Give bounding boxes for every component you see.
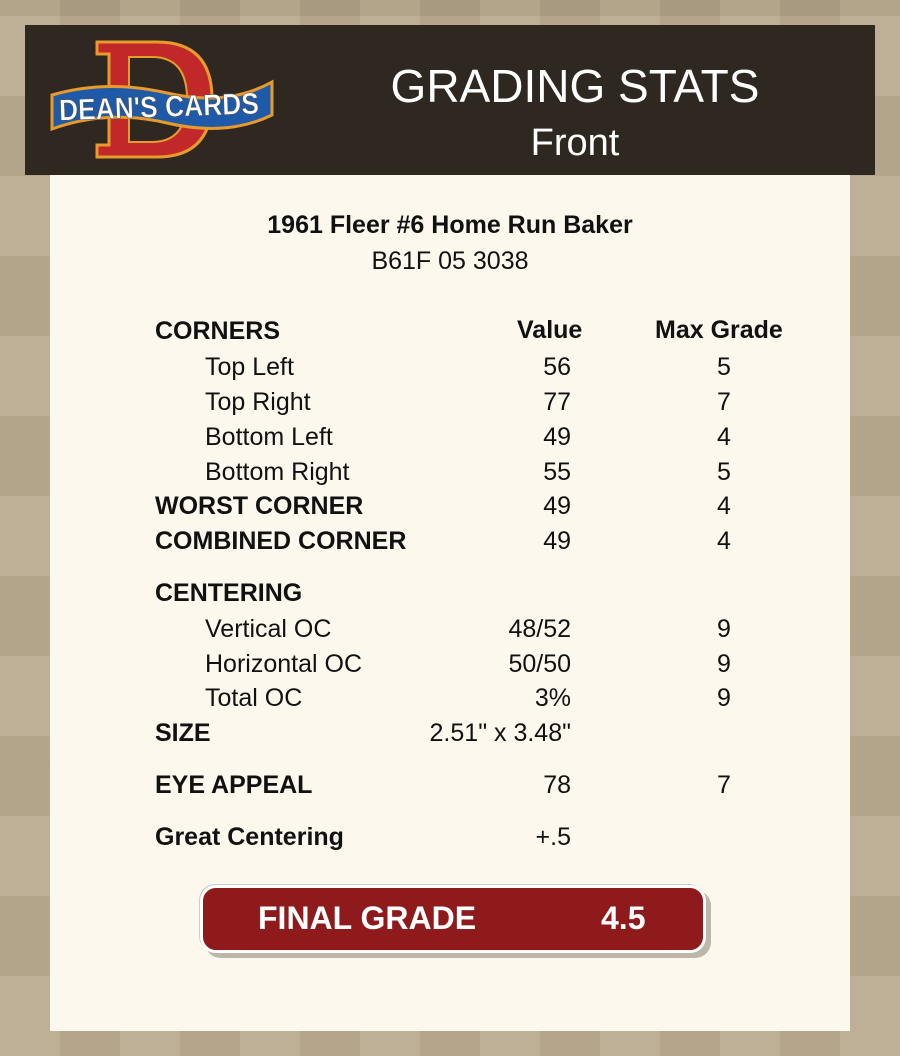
row-label: Vertical OC (205, 615, 332, 643)
page-title: GRADING STATS (390, 60, 760, 112)
row-max-grade: 4 (717, 423, 731, 451)
row-value: 56 (543, 353, 571, 381)
deans-cards-logo: DEAN'S CARDS (50, 40, 274, 159)
table-row: Bottom Right 55 5 (50, 457, 850, 487)
row-max-grade: 7 (717, 771, 731, 799)
header: DEAN'S CARDS GRADING STATS Front (25, 25, 875, 175)
row-max-grade: 9 (717, 684, 731, 712)
table-row: CORNERS (50, 316, 850, 346)
row-value: 49 (543, 527, 571, 555)
row-max-grade: 4 (717, 492, 731, 520)
row-label: Bottom Right (205, 458, 350, 486)
row-label: Top Right (205, 388, 311, 416)
row-max-grade: 9 (717, 650, 731, 678)
row-max-grade: 7 (717, 388, 731, 416)
table-row: Top Left 56 5 (50, 352, 850, 382)
row-label: EYE APPEAL (155, 771, 313, 799)
table-row: Top Right 77 7 (50, 387, 850, 417)
table-row: Total OC 3% 9 (50, 683, 850, 713)
row-max-grade: 5 (717, 353, 731, 381)
row-value: 50/50 (508, 650, 571, 678)
row-label: SIZE (155, 719, 211, 747)
row-label: CENTERING (155, 579, 303, 607)
row-label: Total OC (205, 684, 303, 712)
row-value: 78 (543, 771, 571, 799)
svg-text:DEAN'S CARDS: DEAN'S CARDS (58, 88, 259, 128)
table-row: CENTERING (50, 578, 850, 608)
row-value: 3% (534, 684, 571, 712)
row-max-grade: 4 (717, 527, 731, 555)
final-grade-label: FINAL GRADE (258, 900, 477, 936)
table-row: Bottom Left 49 4 (50, 422, 850, 452)
table-row: EYE APPEAL 78 7 (50, 770, 850, 800)
card-name: 1961 Fleer #6 Home Run Baker (267, 211, 633, 239)
table-row: WORST CORNER 49 4 (50, 491, 850, 521)
row-max-grade: 9 (717, 615, 731, 643)
row-label: WORST CORNER (155, 492, 364, 520)
table-row: COMBINED CORNER 49 4 (50, 526, 850, 556)
row-value: 49 (543, 492, 571, 520)
table-row: Horizontal OC 50/50 9 (50, 649, 850, 679)
row-label: Top Left (205, 353, 294, 381)
row-label: Horizontal OC (205, 650, 362, 678)
value-column-header: Value (517, 316, 583, 344)
page-subtitle: Front (530, 122, 620, 164)
table-row: Vertical OC 48/52 9 (50, 614, 850, 644)
grading-panel: 1961 Fleer #6 Home Run Baker B61F 05 303… (50, 175, 850, 1031)
row-label: Bottom Left (205, 423, 333, 451)
row-label: COMBINED CORNER (155, 527, 407, 555)
row-max-grade: 5 (717, 458, 731, 486)
table-row: Great Centering +.5 (50, 822, 850, 852)
row-value: 48/52 (508, 615, 571, 643)
row-value: 2.51" x 3.48" (429, 719, 571, 747)
final-grade-value: 4.5 (601, 900, 646, 936)
final-grade-badge: FINAL GRADE 4.5 (200, 885, 706, 953)
row-value: +.5 (535, 823, 571, 851)
row-value: 77 (543, 388, 571, 416)
row-label: CORNERS (155, 317, 281, 345)
table-row: SIZE 2.51" x 3.48" (50, 718, 850, 748)
cert-number: B61F 05 3038 (371, 247, 529, 275)
max-grade-column-header: Max Grade (655, 316, 783, 344)
row-value: 49 (543, 423, 571, 451)
row-label: Great Centering (155, 823, 344, 851)
row-value: 55 (543, 458, 571, 486)
